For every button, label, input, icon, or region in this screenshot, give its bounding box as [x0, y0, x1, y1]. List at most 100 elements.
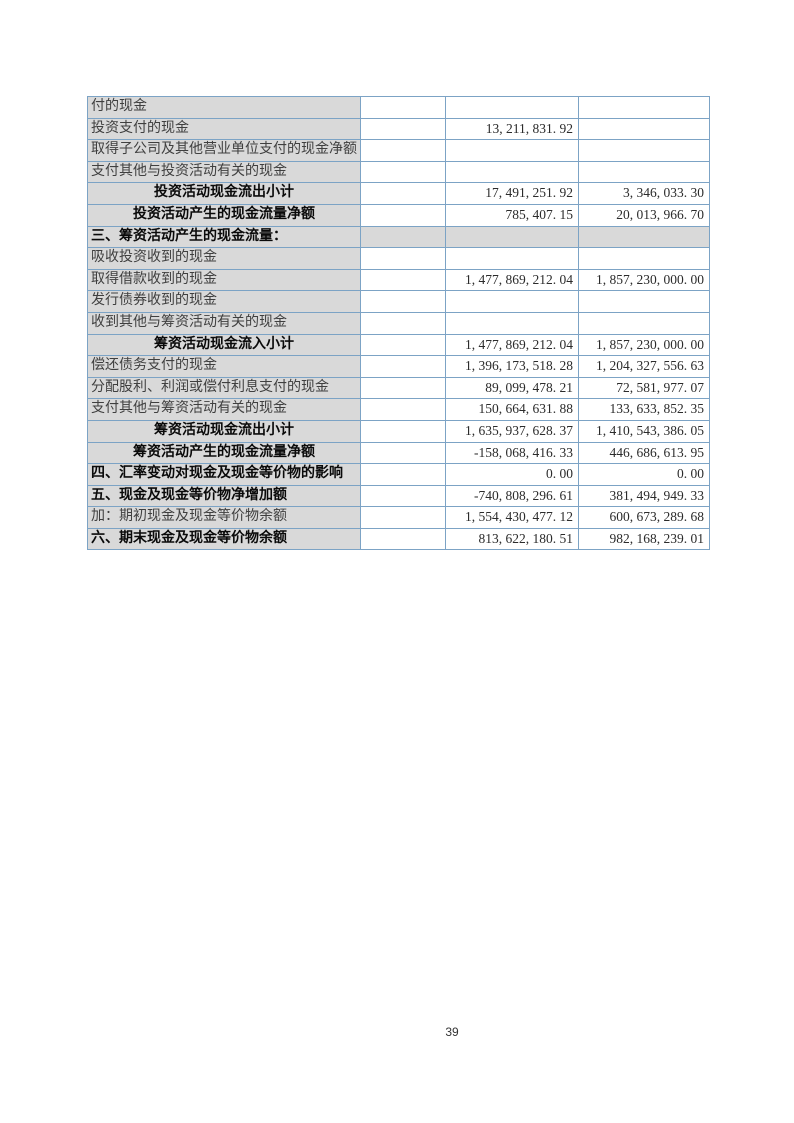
note-cell — [360, 268, 446, 292]
table-row: 筹资活动现金流入小计 1, 477, 869, 212. 04 1, 857, 23… — [87, 333, 710, 357]
current-period-cell: 17, 491, 251. 92 — [445, 182, 579, 205]
row-label: 三、筹资活动产生的现金流量： — [87, 225, 361, 249]
row-label: 支付其他与投资活动有关的现金 — [87, 160, 361, 184]
row-label: 投资活动产生的现金流量净额 — [87, 203, 361, 227]
current-period-cell — [445, 247, 579, 270]
note-cell — [360, 96, 446, 119]
row-label: 取得借款收到的现金 — [87, 268, 361, 292]
current-period-cell: 150, 664, 631. 88 — [445, 398, 579, 421]
current-period-cell: 1, 554, 430, 477. 12 — [445, 506, 579, 529]
note-cell — [360, 398, 446, 421]
note-cell — [360, 463, 446, 486]
current-period-cell: 89, 099, 478. 21 — [445, 376, 579, 400]
prior-period-cell — [578, 225, 710, 249]
table-row: 五、现金及现金等价物净增加额 -740, 808, 296. 61 381, 494… — [87, 484, 710, 508]
table-row: 付的现金 — [87, 96, 710, 119]
cash-flow-table-body: 付的现金 投资支付的现金 13, 211, 831. 92 取得子公司及其他营业单位支… — [87, 96, 710, 551]
note-cell — [360, 506, 446, 529]
table-row: 投资活动产生的现金流量净额 785, 407. 15 20, 013, 966. 7… — [87, 203, 710, 227]
prior-period-cell: 1, 204, 327, 556. 63 — [578, 355, 710, 378]
row-label: 收到其他与筹资活动有关的现金 — [87, 311, 361, 335]
note-cell — [360, 527, 446, 551]
note-cell — [360, 355, 446, 378]
note-cell — [360, 290, 446, 313]
current-period-cell: -740, 808, 296. 61 — [445, 484, 579, 508]
note-cell — [360, 311, 446, 335]
prior-period-cell: 446, 686, 613. 95 — [578, 441, 710, 465]
row-label: 取得子公司及其他营业单位支付的现金净额 — [87, 139, 361, 162]
row-label: 发行债券收到的现金 — [87, 290, 361, 313]
row-label: 筹资活动现金流入小计 — [87, 333, 361, 357]
cash-flow-table: 付的现金 投资支付的现金 13, 211, 831. 92 取得子公司及其他营业单位支… — [87, 96, 710, 551]
row-label: 付的现金 — [87, 96, 361, 119]
table-row: 三、筹资活动产生的现金流量： — [87, 225, 710, 249]
note-cell — [360, 419, 446, 443]
table-row: 支付其他与投资活动有关的现金 — [87, 160, 710, 184]
current-period-cell — [445, 139, 579, 162]
note-cell — [360, 182, 446, 205]
prior-period-cell: 600, 673, 289. 68 — [578, 506, 710, 529]
current-period-cell: 813, 622, 180. 51 — [445, 527, 579, 551]
row-label: 筹资活动产生的现金流量净额 — [87, 441, 361, 465]
prior-period-cell — [578, 117, 710, 141]
table-row: 支付其他与筹资活动有关的现金 150, 664, 631. 88 133, 633,… — [87, 398, 710, 421]
row-label: 四、汇率变动对现金及现金等价物的影响 — [87, 463, 361, 486]
current-period-cell: 1, 477, 869, 212. 04 — [445, 268, 579, 292]
prior-period-cell: 1, 857, 230, 000. 00 — [578, 268, 710, 292]
prior-period-cell: 20, 013, 966. 70 — [578, 203, 710, 227]
prior-period-cell: 1, 857, 230, 000. 00 — [578, 333, 710, 357]
current-period-cell: 1, 396, 173, 518. 28 — [445, 355, 579, 378]
prior-period-cell: 381, 494, 949. 33 — [578, 484, 710, 508]
table-row: 筹资活动现金流出小计 1, 635, 937, 628. 37 1, 410, 54… — [87, 419, 710, 443]
table-row: 筹资活动产生的现金流量净额 -158, 068, 416. 33 446, 686,… — [87, 441, 710, 465]
table-row: 六、期末现金及现金等价物余额 813, 622, 180. 51 982, 168,… — [87, 527, 710, 551]
row-label: 筹资活动现金流出小计 — [87, 419, 361, 443]
table-row: 偿还债务支付的现金 1, 396, 173, 518. 28 1, 204, 327… — [87, 355, 710, 378]
row-label: 分配股利、利润或偿付利息支付的现金 — [87, 376, 361, 400]
table-row: 收到其他与筹资活动有关的现金 — [87, 311, 710, 335]
row-label: 投资活动现金流出小计 — [87, 182, 361, 205]
prior-period-cell: 1, 410, 543, 386. 05 — [578, 419, 710, 443]
table-row: 吸收投资收到的现金 — [87, 247, 710, 270]
note-cell — [360, 225, 446, 249]
note-cell — [360, 333, 446, 357]
current-period-cell: 785, 407. 15 — [445, 203, 579, 227]
prior-period-cell — [578, 247, 710, 270]
prior-period-cell: 133, 633, 852. 35 — [578, 398, 710, 421]
current-period-cell: 13, 211, 831. 92 — [445, 117, 579, 141]
prior-period-cell: 72, 581, 977. 07 — [578, 376, 710, 400]
page-number: 39 — [445, 1025, 459, 1039]
current-period-cell — [445, 311, 579, 335]
row-label: 投资支付的现金 — [87, 117, 361, 141]
current-period-cell: -158, 068, 416. 33 — [445, 441, 579, 465]
table-row: 取得借款收到的现金 1, 477, 869, 212. 04 1, 857, 230… — [87, 268, 710, 292]
prior-period-cell — [578, 139, 710, 162]
table-row: 取得子公司及其他营业单位支付的现金净额 — [87, 139, 710, 162]
row-label: 吸收投资收到的现金 — [87, 247, 361, 270]
table-row: 分配股利、利润或偿付利息支付的现金 89, 099, 478. 21 72, 581… — [87, 376, 710, 400]
current-period-cell: 0. 00 — [445, 463, 579, 486]
row-label: 加：期初现金及现金等价物余额 — [87, 506, 361, 529]
prior-period-cell — [578, 96, 710, 119]
note-cell — [360, 484, 446, 508]
prior-period-cell: 3, 346, 033. 30 — [578, 182, 710, 205]
row-label: 支付其他与筹资活动有关的现金 — [87, 398, 361, 421]
note-cell — [360, 139, 446, 162]
note-cell — [360, 441, 446, 465]
note-cell — [360, 247, 446, 270]
row-label: 六、期末现金及现金等价物余额 — [87, 527, 361, 551]
row-label: 偿还债务支付的现金 — [87, 355, 361, 378]
table-row: 投资支付的现金 13, 211, 831. 92 — [87, 117, 710, 141]
row-label: 五、现金及现金等价物净增加额 — [87, 484, 361, 508]
prior-period-cell — [578, 290, 710, 313]
table-row: 投资活动现金流出小计 17, 491, 251. 92 3, 346, 033. 3… — [87, 182, 710, 205]
current-period-cell — [445, 160, 579, 184]
table-row: 加：期初现金及现金等价物余额 1, 554, 430, 477. 12 600, 6… — [87, 506, 710, 529]
current-period-cell — [445, 290, 579, 313]
prior-period-cell: 0. 00 — [578, 463, 710, 486]
note-cell — [360, 117, 446, 141]
note-cell — [360, 376, 446, 400]
prior-period-cell — [578, 160, 710, 184]
note-cell — [360, 160, 446, 184]
